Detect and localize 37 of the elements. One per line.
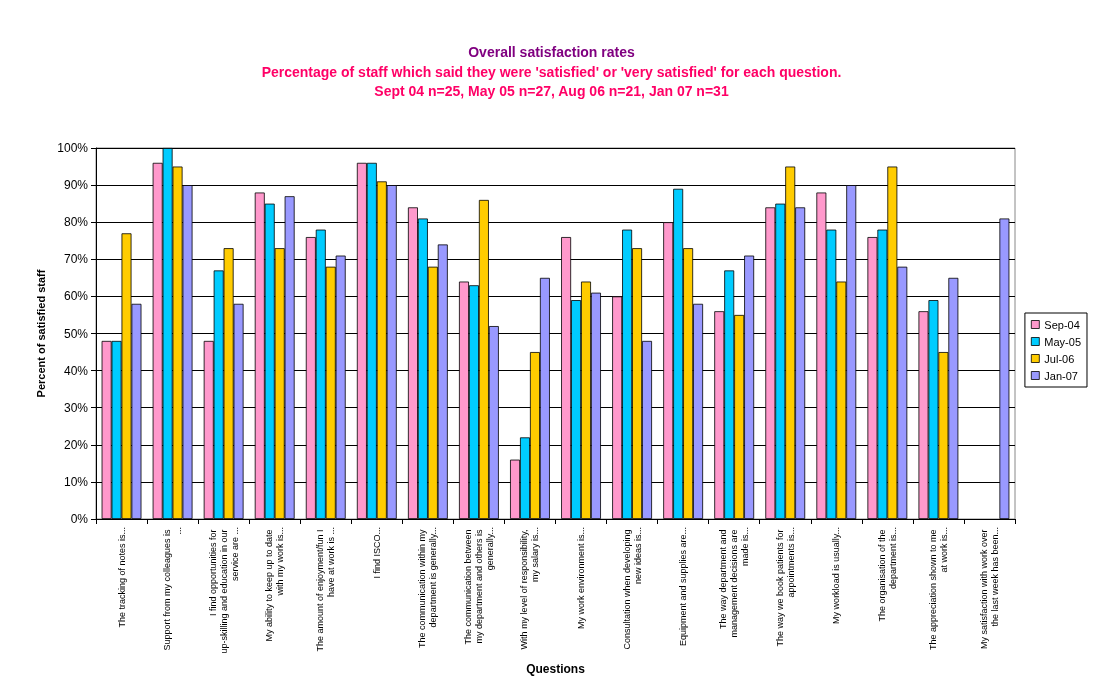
- y-tick-label: 90%: [63, 178, 89, 193]
- x-tick-label: The organisation of the department is...: [876, 527, 898, 622]
- x-tick-label: I find opportunities for up-skilling and education in our service are ...: [207, 527, 240, 654]
- y-tick-label: 30%: [63, 400, 89, 415]
- y-tick-label: 80%: [63, 215, 89, 230]
- x-tick-label: The communication within my department is generally...: [417, 527, 439, 649]
- x-tick-label: With my level of responsibility, my salary is...: [519, 527, 541, 650]
- x-tick-label: The appreciation shown to me at work is...: [927, 527, 949, 651]
- y-tick-label: 40%: [63, 363, 89, 378]
- x-tick-label: Consultation when developing new ideas is...: [621, 527, 643, 650]
- y-tick-label: 20%: [63, 437, 89, 452]
- x-tick-label: My satisfaction with work over the last week has been...: [978, 527, 1000, 650]
- y-tick-label: 100%: [57, 141, 89, 155]
- y-tick-label: 70%: [63, 252, 89, 267]
- y-tick-label: 10%: [63, 474, 89, 489]
- x-tick-label: My workload is usually...: [831, 527, 842, 624]
- legend-label: May-05: [1044, 335, 1082, 348]
- x-tick-label: The communication between my department and others is generally...: [462, 527, 495, 645]
- y-tick-label: 60%: [63, 289, 89, 304]
- x-tick-label: The tracking of notes is...: [116, 527, 127, 628]
- x-tick-label: Equipment and supplies are...: [678, 527, 689, 647]
- x-tick-label: The amount of enjoyment/fun I have at work is ...: [315, 527, 337, 652]
- chart-subtitle: Percentage of staff which said they were 'satisfied' or 'very satisfied' for each question. Sept 04 n=25, May 05 n=27, Aug 06 n=21, Jan 07 n=31: [261, 64, 842, 99]
- x-tick-label: The way department and management decisions are made is...: [718, 527, 751, 638]
- chart-title: Overall satisfaction rates: [468, 44, 635, 60]
- y-tick-label: 50%: [63, 326, 89, 341]
- x-tick-label: Support from my colleagues is ...: [162, 527, 184, 651]
- y-axis-title: Percent of satisfied staff: [34, 269, 47, 398]
- x-tick-label: My work environment is...: [576, 527, 587, 630]
- x-tick-label: The way we book patients for appointments is...: [774, 527, 796, 647]
- legend-label: Jan-07: [1044, 369, 1078, 382]
- x-tick-label: I find ISCO...: [371, 527, 382, 579]
- y-tick-label: 0%: [70, 512, 89, 526]
- x-tick-label: My ability to keep up to date with my work is...: [264, 527, 286, 642]
- legend-label: Jul-06: [1044, 352, 1075, 365]
- x-axis-title: Questions: [526, 661, 586, 676]
- legend-label: Sep-04: [1044, 318, 1080, 331]
